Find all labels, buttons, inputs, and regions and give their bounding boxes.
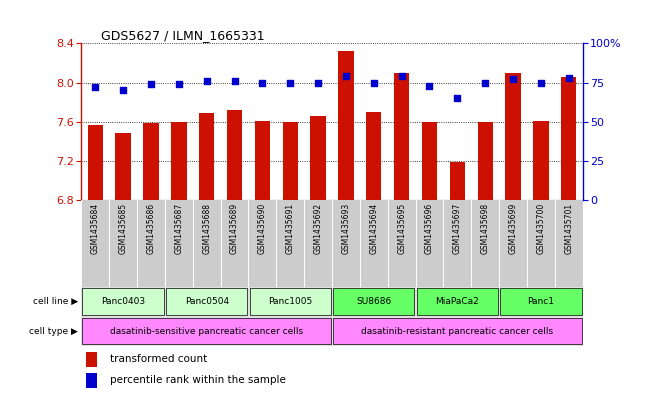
Text: Panc0403: Panc0403 [101,297,145,306]
Point [285,79,296,86]
Bar [394,73,409,200]
Bar [199,113,214,200]
Bar [83,318,331,344]
Bar [339,51,353,200]
Bar [450,162,465,200]
Text: transformed count: transformed count [111,354,208,364]
Point [480,79,490,86]
Text: GSM1435692: GSM1435692 [314,203,323,254]
Text: GSM1435685: GSM1435685 [118,203,128,254]
Bar [533,121,549,200]
Text: GSM1435691: GSM1435691 [286,203,295,254]
Text: dasatinib-resistant pancreatic cancer cells: dasatinib-resistant pancreatic cancer ce… [361,327,553,336]
Bar [417,288,498,315]
Text: SU8686: SU8686 [356,297,391,306]
Text: dasatinib-sensitive pancreatic cancer cells: dasatinib-sensitive pancreatic cancer ce… [110,327,303,336]
Bar [88,125,103,200]
Point [202,78,212,84]
Text: GSM1435698: GSM1435698 [480,203,490,254]
Text: GSM1435684: GSM1435684 [90,203,100,254]
Point [313,79,324,86]
Point [396,73,407,79]
Text: GSM1435694: GSM1435694 [369,203,378,254]
Bar [166,288,247,315]
Text: GSM1435686: GSM1435686 [146,203,156,254]
Bar [227,110,242,200]
Text: GSM1435700: GSM1435700 [536,203,546,254]
Point [368,79,379,86]
Point [452,95,462,101]
Text: Panc0504: Panc0504 [185,297,229,306]
Bar [366,112,381,200]
Text: GSM1435701: GSM1435701 [564,203,574,254]
Point [424,83,435,89]
Text: GDS5627 / ILMN_1665331: GDS5627 / ILMN_1665331 [102,29,265,42]
Point [174,81,184,87]
Point [340,73,351,79]
Bar [143,123,159,200]
Text: GSM1435699: GSM1435699 [508,203,518,254]
Point [564,75,574,81]
Point [536,79,546,86]
Text: GSM1435688: GSM1435688 [202,203,211,254]
Text: MiaPaCa2: MiaPaCa2 [436,297,479,306]
Bar [333,288,415,315]
Bar [87,373,98,388]
Point [146,81,156,87]
Bar [311,116,326,200]
Text: GSM1435696: GSM1435696 [425,203,434,254]
Bar [478,122,493,200]
Bar [171,122,186,200]
Bar [422,122,437,200]
Point [118,87,128,94]
Text: GSM1435697: GSM1435697 [453,203,462,254]
Point [90,84,100,90]
Text: GSM1435689: GSM1435689 [230,203,239,254]
Text: Panc1005: Panc1005 [268,297,312,306]
Bar [283,122,298,200]
Text: GSM1435693: GSM1435693 [341,203,350,254]
Text: GSM1435695: GSM1435695 [397,203,406,254]
Text: cell type ▶: cell type ▶ [29,327,78,336]
Text: cell line ▶: cell line ▶ [33,297,78,306]
Bar [333,318,581,344]
Point [229,78,240,84]
Bar [500,288,581,315]
Bar [115,132,131,200]
Text: Panc1: Panc1 [527,297,555,306]
Bar [87,352,98,367]
Text: GSM1435687: GSM1435687 [174,203,184,254]
Point [257,79,268,86]
Bar [505,73,521,200]
Text: GSM1435690: GSM1435690 [258,203,267,254]
Bar [83,288,164,315]
Bar [249,288,331,315]
Bar [255,121,270,200]
Point [508,76,518,83]
Bar [561,77,576,200]
Text: percentile rank within the sample: percentile rank within the sample [111,375,286,385]
